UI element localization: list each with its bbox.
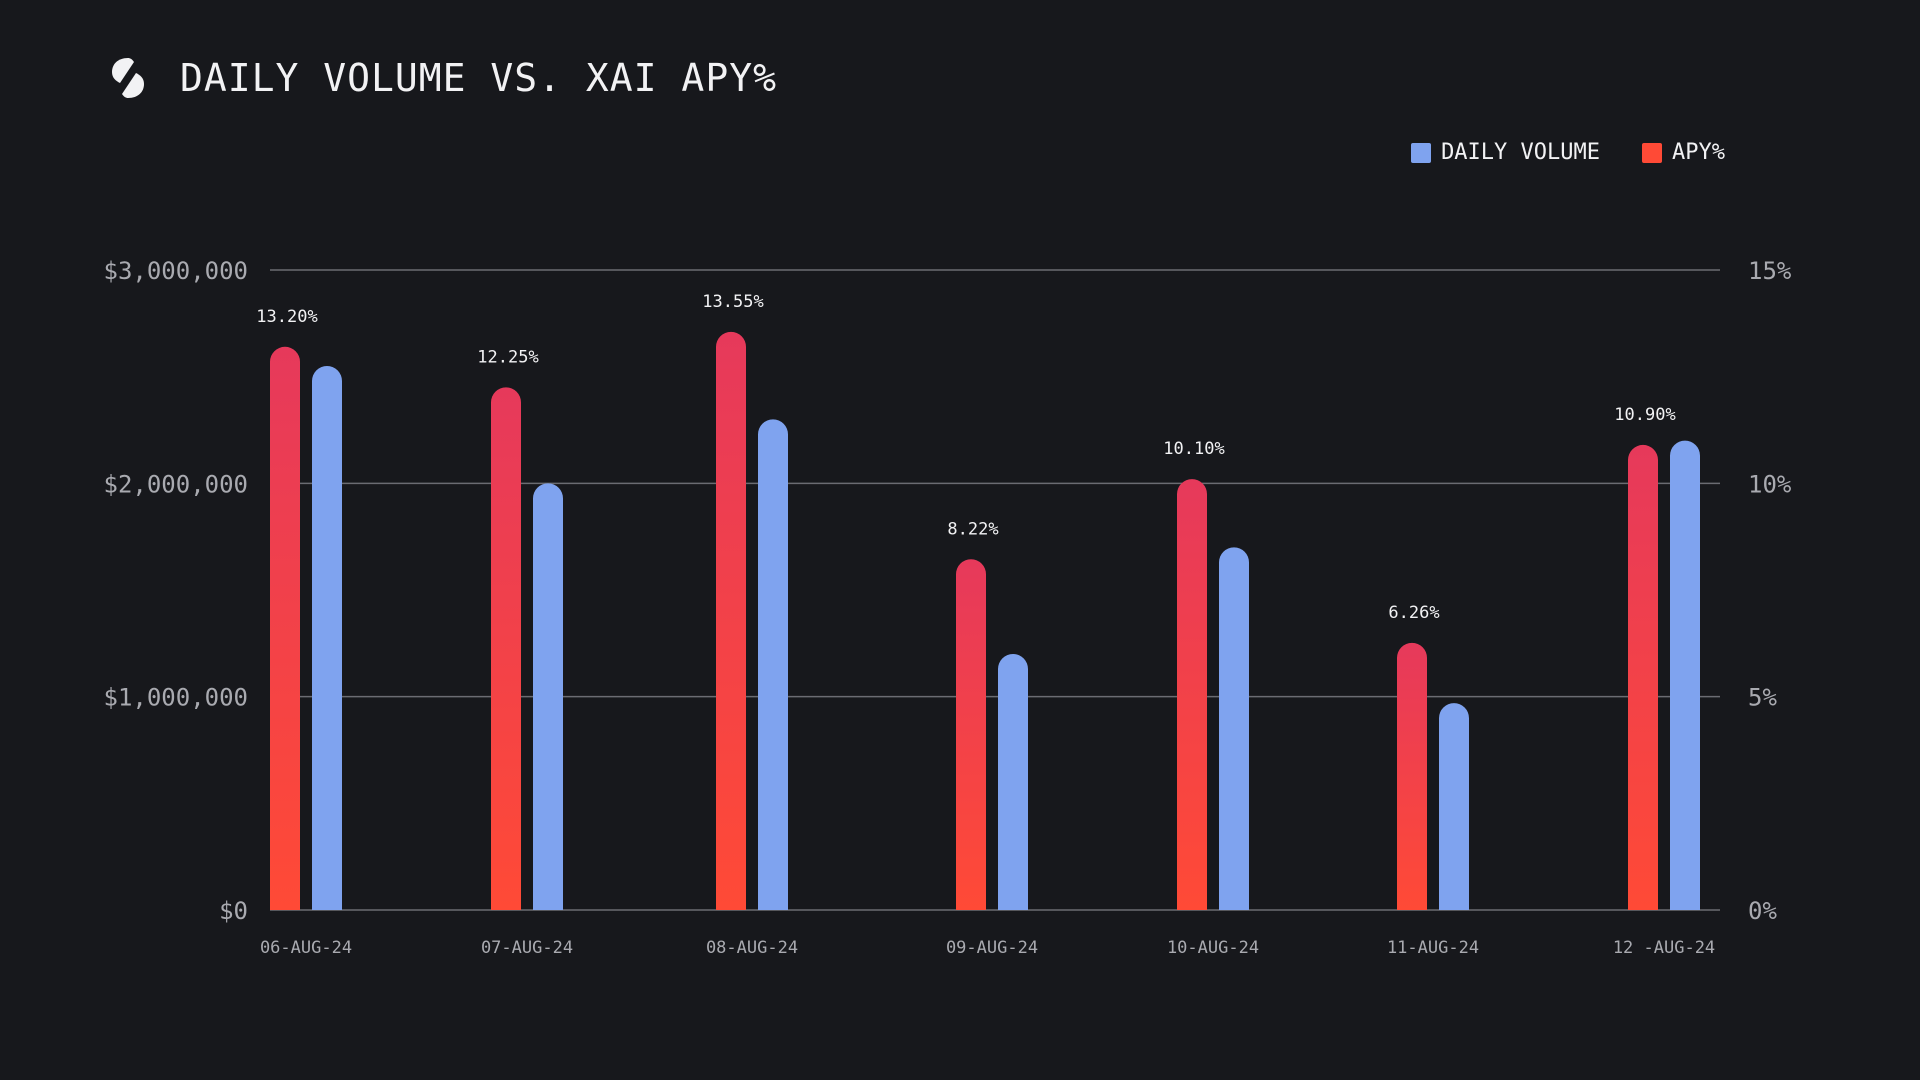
chart-header: DAILY VOLUME VS. XAI APY%	[110, 56, 777, 100]
x-axis-tick-label: 11-AUG-24	[1387, 938, 1479, 958]
left-axis-tick-label: $0	[219, 897, 248, 925]
legend-item-apy[interactable]: APY%	[1642, 140, 1725, 165]
apy-bar	[491, 387, 521, 910]
right-axis-tick-label: 10%	[1748, 470, 1792, 498]
apy-bar	[716, 331, 746, 910]
legend-label-apy: APY%	[1672, 140, 1725, 165]
x-axis-tick-label: 10-AUG-24	[1167, 938, 1259, 958]
apy-data-label: 13.55%	[702, 292, 763, 312]
apy-bar	[1628, 444, 1658, 910]
volume-bar	[312, 366, 342, 910]
apy-data-label: 10.90%	[1614, 405, 1675, 425]
apy-data-label: 6.26%	[1388, 603, 1439, 623]
left-axis-tick-label: $2,000,000	[104, 470, 249, 498]
apy-bar	[1177, 479, 1207, 910]
x-axis-tick-label: 08-AUG-24	[706, 938, 798, 958]
volume-bar	[998, 654, 1028, 910]
legend-swatch-apy	[1642, 142, 1663, 163]
left-axis-tick-label: $1,000,000	[104, 684, 249, 712]
volume-bar	[1670, 440, 1700, 910]
apy-bar	[270, 346, 300, 910]
apy-data-label: 10.10%	[1163, 439, 1224, 459]
left-axis-tick-label: $3,000,000	[104, 257, 249, 285]
xai-logo-icon	[112, 58, 144, 98]
apy-bar	[1397, 642, 1427, 910]
apy-data-label: 13.20%	[256, 307, 317, 327]
volume-bar	[1219, 547, 1249, 910]
apy-bar	[956, 559, 986, 910]
x-axis-tick-label: 12 -AUG-24	[1613, 938, 1715, 958]
x-axis-tick-label: 09-AUG-24	[946, 938, 1038, 958]
volume-bar	[758, 419, 788, 910]
legend-label-volume: DAILY VOLUME	[1441, 140, 1601, 165]
legend-swatch-volume	[1411, 142, 1432, 163]
legend-item-volume[interactable]: DAILY VOLUME	[1411, 140, 1600, 165]
right-axis-tick-label: 15%	[1748, 257, 1792, 285]
apy-data-label: 8.22%	[947, 519, 998, 539]
chart-title: DAILY VOLUME VS. XAI APY%	[180, 56, 777, 100]
apy-data-label: 12.25%	[477, 347, 538, 367]
x-axis-tick-label: 06-AUG-24	[260, 938, 352, 958]
right-axis-tick-label: 0%	[1748, 897, 1777, 925]
volume-bar	[533, 483, 563, 910]
volume-bar	[1439, 703, 1469, 910]
right-axis-tick-label: 5%	[1748, 684, 1777, 712]
x-axis-tick-label: 07-AUG-24	[481, 938, 573, 958]
chart-legend: DAILY VOLUME APY%	[1411, 140, 1725, 165]
